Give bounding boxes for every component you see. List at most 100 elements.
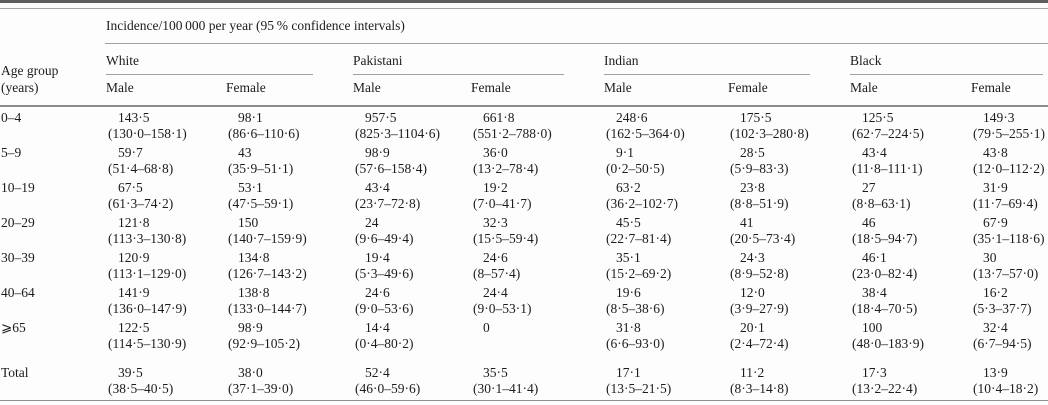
age-group-header-line1: Age group <box>1 63 59 79</box>
confidence-interval: (113·1–129·0) <box>108 266 187 281</box>
table-cell: 24 (9·6–49·4) <box>352 212 470 247</box>
confidence-interval: (46·0–59·6) <box>355 381 421 396</box>
group-underline <box>353 74 564 75</box>
table-cell: 120·9 (113·1–129·0) <box>105 247 225 282</box>
value: 12·0 <box>740 285 765 300</box>
table-cell: 17·3 (13·2–22·4) <box>849 352 970 397</box>
value: 141·9 <box>118 285 150 300</box>
sex-header-indian-female: Female <box>727 75 849 107</box>
row-label: ⩾65 <box>1 320 26 335</box>
table-cell: 14·4 (0·4–80·2) <box>352 317 470 352</box>
confidence-interval: (22·7–81·4) <box>606 231 672 246</box>
confidence-interval: (79·5–255·1) <box>973 126 1045 141</box>
group-underline <box>106 74 313 75</box>
value: 121·8 <box>118 215 150 230</box>
value: 125·5 <box>862 110 894 125</box>
value: 957·5 <box>365 110 397 125</box>
confidence-interval: (0·2–50·5) <box>606 161 665 176</box>
bottom-double-rule <box>0 400 1048 405</box>
value: 39·5 <box>118 365 143 380</box>
table-cell: 59·7 (51·4–68·8) <box>105 142 225 177</box>
confidence-interval: (12·0–112·2) <box>973 161 1045 176</box>
value: 0 <box>483 320 490 335</box>
confidence-interval: (9·6–49·4) <box>355 231 414 246</box>
value: 248·6 <box>616 110 648 125</box>
sex-header-black-male: Male <box>849 75 970 107</box>
value: 28·5 <box>740 145 765 160</box>
confidence-interval: (36·2–102·7) <box>606 196 678 211</box>
value: 35·5 <box>483 365 508 380</box>
value: 661·8 <box>483 110 515 125</box>
value: 24·3 <box>740 250 765 265</box>
value: 17·1 <box>616 365 641 380</box>
value: 98·9 <box>365 145 390 160</box>
group-label: Indian <box>604 53 639 68</box>
table-cell: 43·8 (12·0–112·2) <box>970 142 1048 177</box>
value: 98·9 <box>238 320 263 335</box>
value: 13·9 <box>983 365 1008 380</box>
sex-header-black-female: Female <box>970 75 1048 107</box>
table-cell: 19·4 (5·3–49·6) <box>352 247 470 282</box>
confidence-interval: (8·3–14·8) <box>730 381 789 396</box>
confidence-interval: (0·4–80·2) <box>355 336 414 351</box>
table-row: 30–39 120·9 (113·1–129·0) 134·8 (126·7–143… <box>0 247 1048 282</box>
table-cell: 45·5 (22·7–81·4) <box>603 212 727 247</box>
table-cell: 31·9 (11·7–69·4) <box>970 177 1048 212</box>
confidence-interval: (130·0–158·1) <box>108 126 187 141</box>
table-cell: 16·2 (5·3–37·7) <box>970 282 1048 317</box>
table-cell: 0 <box>470 317 603 352</box>
group-label: White <box>106 53 139 68</box>
table-cell: 35·5 (30·1–41·4) <box>470 352 603 397</box>
row-label: 0–4 <box>1 110 22 125</box>
confidence-interval: (5·9–83·3) <box>730 161 789 176</box>
value: 120·9 <box>118 250 150 265</box>
value: 63·2 <box>616 180 641 195</box>
confidence-interval: (47·5–59·1) <box>228 196 294 211</box>
row-label: 5–9 <box>1 145 22 160</box>
confidence-interval: (133·0–144·7) <box>228 301 307 316</box>
confidence-interval: (20·5–73·4) <box>730 231 796 246</box>
table-cell: 41 (20·5–73·4) <box>727 212 849 247</box>
confidence-interval: (8·9–52·8) <box>730 266 789 281</box>
confidence-interval: (13·7–57·0) <box>973 266 1039 281</box>
table-cell: 30 (13·7–57·0) <box>970 247 1048 282</box>
group-header-black: Black <box>849 44 1048 75</box>
confidence-interval: (102·3–280·8) <box>730 126 809 141</box>
confidence-interval: (35·1–118·6) <box>973 231 1045 246</box>
value: 150 <box>238 215 259 230</box>
value: 24 <box>365 215 379 230</box>
value: 32·4 <box>983 320 1008 335</box>
confidence-interval: (13·5–21·5) <box>606 381 672 396</box>
value: 38·4 <box>862 285 887 300</box>
confidence-interval: (23·0–82·4) <box>852 266 918 281</box>
row-label: Total <box>1 365 29 380</box>
table-cell: 43·4 (11·8–111·1) <box>849 142 970 177</box>
value: 30 <box>983 250 997 265</box>
table-cell: 150 (140·7–159·9) <box>225 212 352 247</box>
value: 43·4 <box>365 180 390 195</box>
table-cell: 24·3 (8·9–52·8) <box>727 247 849 282</box>
confidence-interval: (48·0–183·9) <box>852 336 924 351</box>
value: 11·2 <box>740 365 765 380</box>
value: 14·4 <box>365 320 390 335</box>
confidence-interval: (15·5–59·4) <box>473 231 539 246</box>
sex-header-pakistani-male: Male <box>352 75 470 107</box>
confidence-interval: (8·5–38·6) <box>606 301 665 316</box>
value: 67·5 <box>118 180 143 195</box>
confidence-interval: (92·9–105·2) <box>228 336 300 351</box>
table-cell: 35·1 (15·2–69·2) <box>603 247 727 282</box>
confidence-interval: (35·9–51·1) <box>228 161 294 176</box>
confidence-interval: (57·6–158·4) <box>355 161 427 176</box>
table-cell: 32·3 (15·5–59·4) <box>470 212 603 247</box>
table-cell: 19·2 (7·0–41·7) <box>470 177 603 212</box>
value: 31·8 <box>616 320 641 335</box>
group-header-white: White <box>105 44 352 75</box>
value: 134·8 <box>238 250 270 265</box>
confidence-interval: (30·1–41·4) <box>473 381 539 396</box>
table-cell: 24·6 (9·0–53·6) <box>352 282 470 317</box>
table-row: 40–64 141·9 (136·0–147·9) 138·8 (133·0–144… <box>0 282 1048 317</box>
table-cell: 175·5 (102·3–280·8) <box>727 106 849 142</box>
confidence-interval: (6·6–93·0) <box>606 336 665 351</box>
confidence-interval: (3·9–27·9) <box>730 301 789 316</box>
table-row: 10–19 67·5 (61·3–74·2) 53·1 (47·5–59·1) 43… <box>0 177 1048 212</box>
